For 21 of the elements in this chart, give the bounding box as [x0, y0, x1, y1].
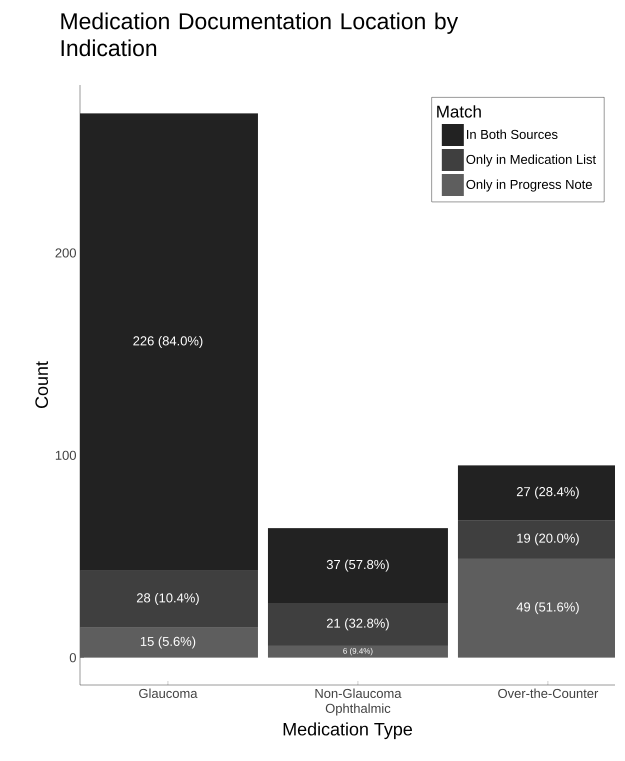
- legend-label: In Both Sources: [467, 130, 558, 140]
- data-label: 28 (10.4%): [136, 592, 199, 606]
- data-label: 15 (5.6%): [140, 636, 196, 649]
- chart-title: Medication Documentation Location by Indication: [61, 12, 458, 56]
- legend-title: Match: [437, 105, 481, 118]
- data-label: 21 (32.8%): [326, 618, 389, 630]
- data-label: 27 (28.4%): [516, 486, 579, 499]
- y-tick-label: 0: [70, 653, 76, 662]
- data-label: 226 (84.0%): [133, 336, 202, 348]
- x-tick-label: Non-Glaucoma Ophthalmic: [315, 688, 402, 716]
- x-axis-title: Medication Type: [284, 722, 412, 740]
- x-tick-label: Glaucoma: [139, 688, 198, 698]
- y-tick-label: 200: [56, 248, 76, 258]
- data-label: 19 (20.0%): [517, 533, 579, 546]
- x-tick-label: Over-the-Counter: [498, 688, 598, 698]
- data-label: 37 (57.8%): [326, 560, 389, 572]
- data-label: 49 (51.6%): [516, 602, 579, 614]
- legend-label: Only in Progress Note: [466, 180, 592, 192]
- y-axis-title: Count: [35, 361, 48, 408]
- y-tick-label: 100: [56, 450, 76, 460]
- legend-label: Only in Medication List: [466, 154, 596, 167]
